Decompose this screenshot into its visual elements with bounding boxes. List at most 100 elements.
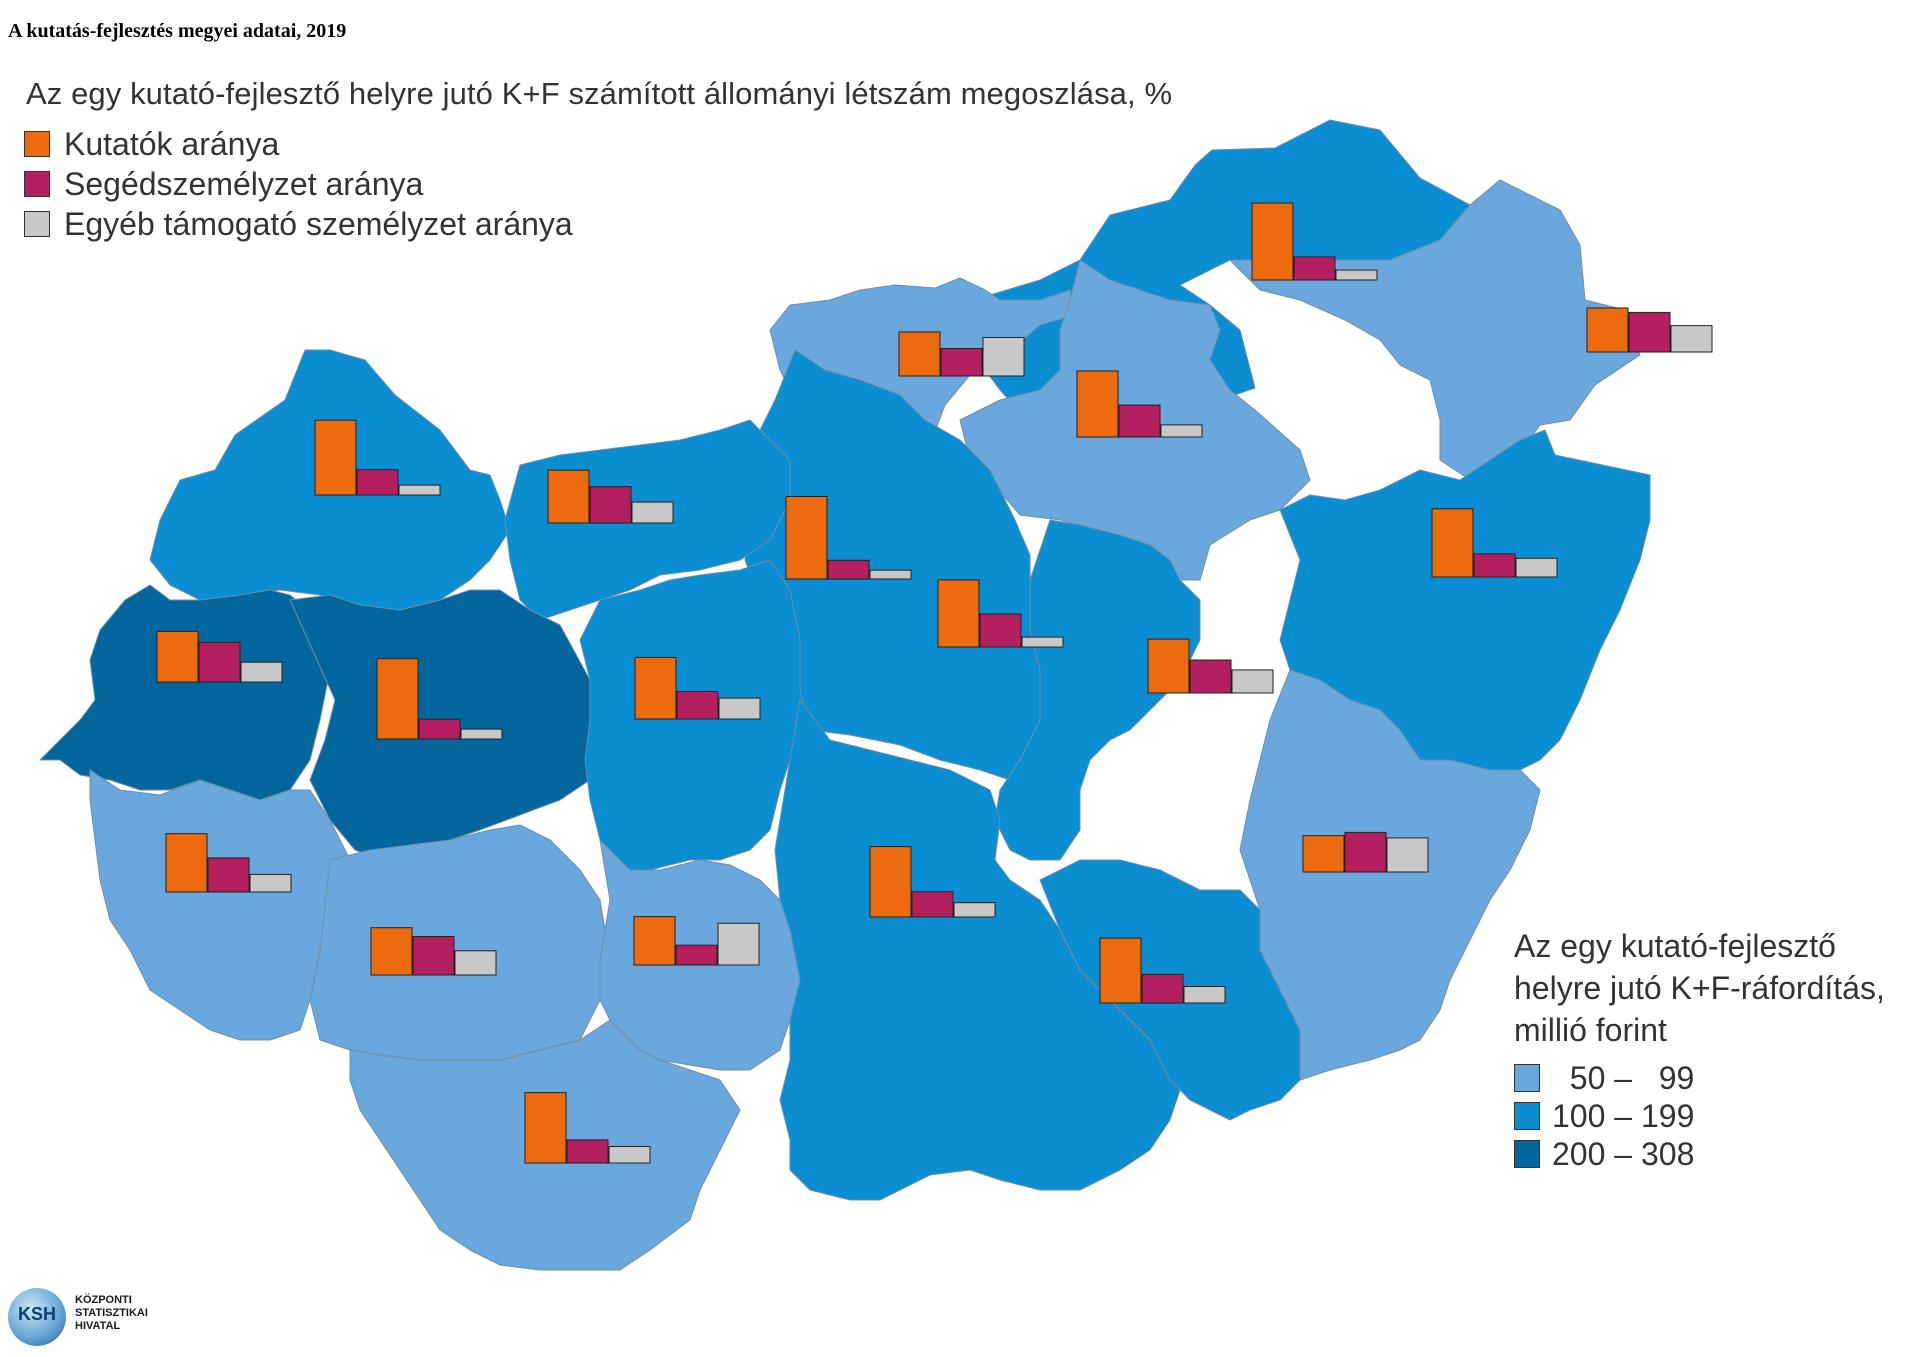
page-title: A kutatás-fejlesztés megyei adatai, 2019 (8, 20, 347, 42)
bar-zala-assistants (207, 857, 250, 893)
bar-pest-assistants (979, 613, 1022, 648)
bar-somogy-assistants (412, 936, 455, 976)
bar-szabolcs-szatm-r-bereg-other-support (1670, 325, 1713, 353)
bar-b-cs-kiskun-researchers (869, 846, 912, 918)
bar-kom-rom-esztergom-other-support (631, 501, 674, 524)
class-label-mid: 100 – 199 (1552, 1097, 1695, 1134)
bar-layer (156, 202, 1713, 1164)
ksh-logo-line-2: STATISZTIKAI (75, 1307, 148, 1319)
bar-baranya-other-support (608, 1146, 651, 1164)
county-vas (39, 584, 331, 801)
bar-zala-other-support (249, 873, 292, 893)
legend-item-other-support: Egyéb támogató személyzet aránya (24, 204, 573, 244)
bar-hajd-bihar-other-support (1515, 557, 1558, 578)
bar-fej-r-other-support (718, 697, 761, 720)
bar-somogy-other-support (454, 950, 497, 976)
class-swatch-high (1514, 1140, 1540, 1168)
bar-borsod-aba-j-zempl-n-other-support (1335, 269, 1378, 281)
ksh-logo-line-3: HIVATAL (75, 1320, 121, 1332)
class-item-mid: 100 – 199 (1514, 1097, 1885, 1135)
class-label-low: 50 – 99 (1552, 1059, 1695, 1096)
choropleth-legend: Az egy kutató-fejlesztő helyre jutó K+F-… (1514, 925, 1885, 1173)
legend-swatch-other-support (24, 211, 50, 237)
bar-gy-r-moson-sopron-assistants (356, 469, 399, 496)
bar-vas-other-support (240, 661, 283, 683)
ksh-logo-emblem (8, 1288, 66, 1346)
bar-vas-assistants (198, 641, 241, 683)
legend-swatch-assistants (24, 171, 50, 197)
bar-tolna-assistants (675, 944, 718, 966)
bar-baranya-assistants (566, 1139, 609, 1164)
bar-fej-r-assistants (676, 691, 719, 720)
bar-baranya-researchers (524, 1092, 567, 1164)
bar-budapest-assistants (827, 559, 870, 580)
bar-n-gr-d-other-support (982, 337, 1025, 377)
bar-szabolcs-szatm-r-bereg-assistants (1628, 311, 1671, 353)
bar-kom-rom-esztergom-assistants (589, 486, 632, 524)
bar-zala-researchers (165, 833, 208, 893)
bar-fej-r-researchers (634, 656, 677, 720)
bar-hajd-bihar-assistants (1473, 553, 1516, 578)
bar-borsod-aba-j-zempl-n-researchers (1251, 202, 1294, 281)
ksh-logo-abbr: KSH (17, 1304, 56, 1324)
bar-budapest-other-support (869, 569, 912, 580)
class-item-low: 50 – 99 (1514, 1059, 1885, 1097)
bar-pest-researchers (937, 579, 980, 648)
bar-borsod-aba-j-zempl-n-assistants (1293, 256, 1336, 281)
legend-label-assistants: Segédszemélyzet aránya (64, 165, 424, 202)
chart-title: Az egy kutató-fejlesztő helyre jutó K+F … (26, 76, 1173, 111)
bar-hajd-bihar-researchers (1431, 508, 1474, 578)
ksh-logo-line-1: KÖZPONTI (75, 1294, 132, 1306)
county-b-cs-kiskun (774, 699, 1181, 1201)
bar-gy-r-moson-sopron-other-support (398, 484, 441, 496)
legend-label-other-support: Egyéb támogató személyzet aránya (64, 205, 573, 242)
bar-b-cs-kiskun-assistants (911, 891, 954, 918)
bar-csongr-d-researchers (1099, 937, 1142, 1004)
series-legend: Kutatók aránya Segédszemélyzet aránya Eg… (24, 124, 573, 244)
choropleth-legend-title-2: helyre jutó K+F-ráfordítás, (1514, 970, 1885, 1006)
bar-budapest-researchers (785, 496, 828, 580)
bar-vas-researchers (156, 630, 199, 683)
bar-heves-other-support (1160, 424, 1203, 438)
legend-swatch-researchers (24, 131, 50, 157)
class-swatch-mid (1514, 1102, 1540, 1130)
bar-j-sz-nagykun-szolnok-other-support (1231, 669, 1274, 694)
bar-b-k-s-other-support (1386, 837, 1429, 873)
bar-veszpr-m-other-support (460, 728, 503, 740)
bar-tolna-other-support (717, 922, 760, 966)
bar-csongr-d-other-support (1183, 986, 1226, 1004)
bar-heves-researchers (1076, 370, 1119, 438)
choropleth-legend-title-1: Az egy kutató-fejlesztő (1514, 928, 1836, 964)
legend-item-researchers: Kutatók aránya (24, 124, 573, 164)
bar-b-cs-kiskun-other-support (953, 902, 996, 918)
bar-kom-rom-esztergom-researchers (547, 469, 590, 524)
class-item-high: 200 – 308 (1514, 1135, 1885, 1173)
bar-veszpr-m-researchers (376, 658, 419, 740)
county-layer (39, 119, 1651, 1271)
bar-somogy-researchers (370, 927, 413, 976)
bar-j-sz-nagykun-szolnok-assistants (1189, 659, 1232, 694)
county-somogy (309, 824, 611, 1061)
bar-j-sz-nagykun-szolnok-researchers (1147, 638, 1190, 694)
county-j-sz-nagykun-szolnok (994, 519, 1201, 861)
bar-b-k-s-researchers (1302, 835, 1345, 873)
legend-label-researchers: Kutatók aránya (64, 125, 280, 162)
county-b-k-s (1239, 669, 1541, 1081)
bar-n-gr-d-assistants (940, 348, 983, 377)
bar-veszpr-m-assistants (418, 718, 461, 740)
bar-tolna-researchers (633, 916, 676, 966)
class-label-high: 200 – 308 (1552, 1135, 1695, 1172)
choropleth-legend-title-3: millió forint (1514, 1012, 1667, 1048)
bar-pest-other-support (1021, 636, 1064, 648)
bar-szabolcs-szatm-r-bereg-researchers (1586, 307, 1629, 353)
bar-heves-assistants (1118, 404, 1161, 438)
ksh-logo: KSH KÖZPONTI STATISZTIKAI HIVATAL (8, 1288, 158, 1350)
class-swatch-low (1514, 1064, 1540, 1092)
bar-b-k-s-assistants (1344, 831, 1387, 873)
legend-item-assistants: Segédszemélyzet aránya (24, 164, 573, 204)
county-szabolcs-szatm-r-bereg (1229, 179, 1641, 481)
ksh-logo-text: KÖZPONTI STATISZTIKAI HIVATAL (75, 1294, 148, 1333)
bar-gy-r-moson-sopron-researchers (314, 419, 357, 496)
bar-csongr-d-assistants (1141, 973, 1184, 1004)
